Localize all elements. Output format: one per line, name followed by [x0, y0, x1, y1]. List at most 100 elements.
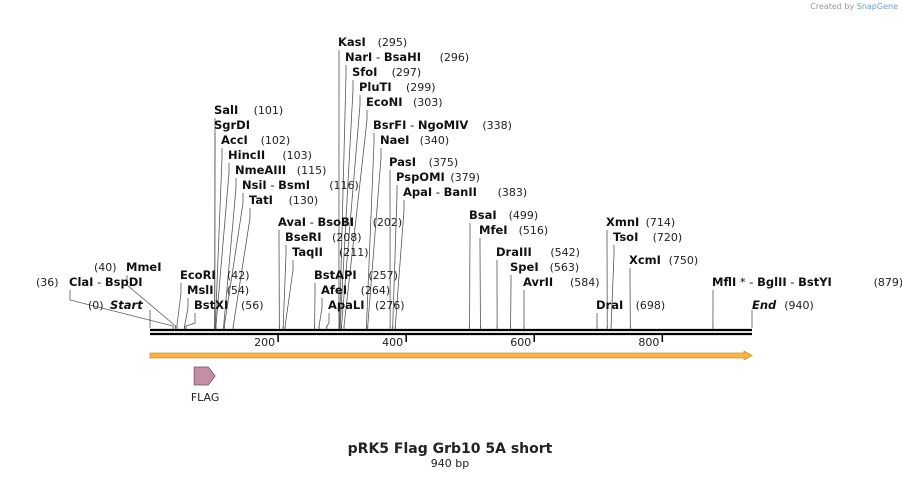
enzyme-part: End — [752, 298, 777, 312]
site-label-naei[interactable]: NaeI (340) — [380, 133, 449, 147]
enzyme-part: BsrFI — [373, 118, 406, 132]
site-label-sali[interactable]: SalI (101) — [214, 103, 283, 117]
snapgene-credit: Created by SnapGene — [810, 2, 898, 11]
site-label-nsii-bsmi[interactable]: NsiI - BsmI (116) — [242, 178, 359, 192]
site-label-pluti[interactable]: PluTI (299) — [359, 80, 436, 94]
enzyme-part: ApaLI — [328, 298, 365, 312]
site-label-acci[interactable]: AccI (102) — [221, 133, 290, 147]
site-label-pasi[interactable]: PasI (375) — [389, 155, 458, 169]
site-label-taqii[interactable]: TaqII (211) — [292, 245, 369, 259]
enzyme-name-draiii: DraIII — [496, 245, 532, 259]
enzyme-name-apali: ApaLI — [328, 298, 365, 312]
enzyme-part: - — [432, 185, 443, 199]
enzyme-name-ecori: EcoRI — [180, 268, 216, 282]
site-label-draiii[interactable]: DraIII (542) — [496, 245, 580, 259]
enzyme-name-nmeaiii: NmeAIII — [235, 163, 286, 177]
enzyme-position-acci: (102) — [261, 134, 291, 147]
enzyme-part: EcoRI — [180, 268, 216, 282]
site-label-msli[interactable]: MslI (54) — [187, 283, 249, 297]
enzyme-part: SalI — [214, 103, 238, 117]
site-label-clai-bspdi[interactable]: ClaI - BspDI (36) — [36, 275, 143, 289]
enzyme-position-hincii: (103) — [282, 149, 312, 162]
enzyme-part: TaqII — [292, 245, 323, 259]
site-label-sfoi[interactable]: SfoI (297) — [352, 65, 421, 79]
enzyme-name-clai-bspdi: ClaI - BspDI — [69, 275, 143, 289]
leader-line-ecori — [176, 283, 182, 328]
leader-line-bseri — [282, 245, 287, 328]
enzyme-name-avrii: AvrII — [523, 275, 553, 289]
enzyme-part: DraI — [596, 298, 623, 312]
site-label-kasi[interactable]: KasI (295) — [338, 35, 407, 49]
enzyme-part: Start — [110, 298, 143, 312]
enzyme-name-xmni: XmnI — [606, 215, 639, 229]
enzyme-part: ApaI — [403, 185, 432, 199]
feature-arrow-flag[interactable] — [193, 366, 216, 386]
enzyme-name-econi: EcoNI — [366, 95, 402, 109]
enzyme-part: - — [267, 178, 278, 192]
site-label-tati[interactable]: TatI (130) — [249, 193, 318, 207]
enzyme-part: HincII — [228, 148, 265, 162]
enzyme-name-sgrdi: SgrDI — [214, 118, 250, 132]
enzyme-part: BglII — [757, 275, 787, 289]
feature-label-flag: FLAG — [191, 391, 220, 404]
site-label-nmeaiii[interactable]: NmeAIII (115) — [235, 163, 326, 177]
enzyme-part: NaeI — [380, 133, 409, 147]
site-label-bstapi[interactable]: BstAPI (257) — [314, 268, 398, 282]
site-label-start[interactable]: Start (0) — [88, 298, 143, 312]
axis-tick-label-400: 400 — [382, 336, 403, 349]
site-label-sgrdi[interactable]: SgrDI — [214, 118, 250, 132]
site-label-bseri[interactable]: BseRI (208) — [285, 230, 362, 244]
enzyme-name-acci: AccI — [221, 133, 248, 147]
enzyme-part: PspOMI — [396, 170, 445, 184]
site-label-avai-bsobi[interactable]: AvaI - BsoBI (202) — [278, 215, 402, 229]
enzyme-part: BspDI — [105, 275, 143, 289]
enzyme-position-nari-bsahi: (296) — [440, 51, 470, 64]
site-label-afei[interactable]: AfeI (264) — [321, 283, 390, 297]
site-label-mfli-bglii-bstyi[interactable]: MflI * - BglII - BstYI (879) — [712, 275, 902, 289]
enzyme-name-nari-bsahi: NarI - BsaHI — [345, 50, 421, 64]
site-label-drai[interactable]: DraI (698) — [596, 298, 665, 312]
site-label-xcmi[interactable]: XcmI (750) — [629, 253, 698, 267]
enzyme-part: AvaI — [278, 215, 306, 229]
enzyme-position-nmeaiii: (115) — [297, 164, 327, 177]
enzyme-part: BsaHI — [384, 50, 421, 64]
enzyme-part: SgrDI — [214, 118, 250, 132]
site-label-spei[interactable]: SpeI (563) — [510, 260, 579, 274]
site-label-avrii[interactable]: AvrII (584) — [523, 275, 600, 289]
enzyme-name-bsai: BsaI — [469, 208, 497, 222]
enzyme-position-naei: (340) — [420, 134, 450, 147]
enzyme-part: NgoMIV — [418, 118, 468, 132]
site-label-apali[interactable]: ApaLI (276) — [328, 298, 405, 312]
feature-layer: FLAG — [149, 350, 753, 404]
enzyme-name-kasi: KasI — [338, 35, 366, 49]
site-label-tsoi[interactable]: TsoI (720) — [613, 230, 682, 244]
site-label-bstxi[interactable]: BstXI (56) — [194, 298, 264, 312]
enzyme-position-bstxi: (56) — [241, 299, 264, 312]
site-label-mmei[interactable]: MmeI (40) — [94, 260, 162, 274]
enzyme-part: AvrII — [523, 275, 553, 289]
enzyme-part: KasI — [338, 35, 366, 49]
site-label-ecori[interactable]: EcoRI (42) — [180, 268, 250, 282]
leader-line-apali — [326, 313, 330, 328]
enzyme-part: BstAPI — [314, 268, 357, 282]
site-label-hincii[interactable]: HincII (103) — [228, 148, 312, 162]
site-label-econi[interactable]: EcoNI (303) — [366, 95, 443, 109]
enzyme-name-afei: AfeI — [321, 283, 347, 297]
enzyme-position-taqii: (211) — [339, 246, 369, 259]
enzyme-position-kasi: (295) — [378, 36, 408, 49]
site-label-nari-bsahi[interactable]: NarI - BsaHI (296) — [345, 50, 469, 64]
enzyme-position-clai-bspdi: (36) — [36, 276, 59, 289]
enzyme-name-taqii: TaqII — [292, 245, 323, 259]
sequence-title: pRK5 Flag Grb10 5A short — [348, 441, 553, 457]
site-label-apai-banii[interactable]: ApaI - BanII (383) — [403, 185, 527, 199]
site-label-end[interactable]: End (940) — [752, 298, 814, 312]
site-label-mfei[interactable]: MfeI (516) — [479, 223, 548, 237]
enzyme-part: - — [93, 275, 104, 289]
enzyme-part: MslI — [187, 283, 214, 297]
enzyme-part: * - — [736, 275, 757, 289]
snapgene-brand: SnapGene — [856, 2, 898, 11]
site-label-pspomi[interactable]: PspOMI (379) — [396, 170, 480, 184]
site-label-xmni[interactable]: XmnI (714) — [606, 215, 675, 229]
site-label-bsrfi-ngomiv[interactable]: BsrFI - NgoMIV (338) — [373, 118, 512, 132]
site-label-bsai[interactable]: BsaI (499) — [469, 208, 538, 222]
